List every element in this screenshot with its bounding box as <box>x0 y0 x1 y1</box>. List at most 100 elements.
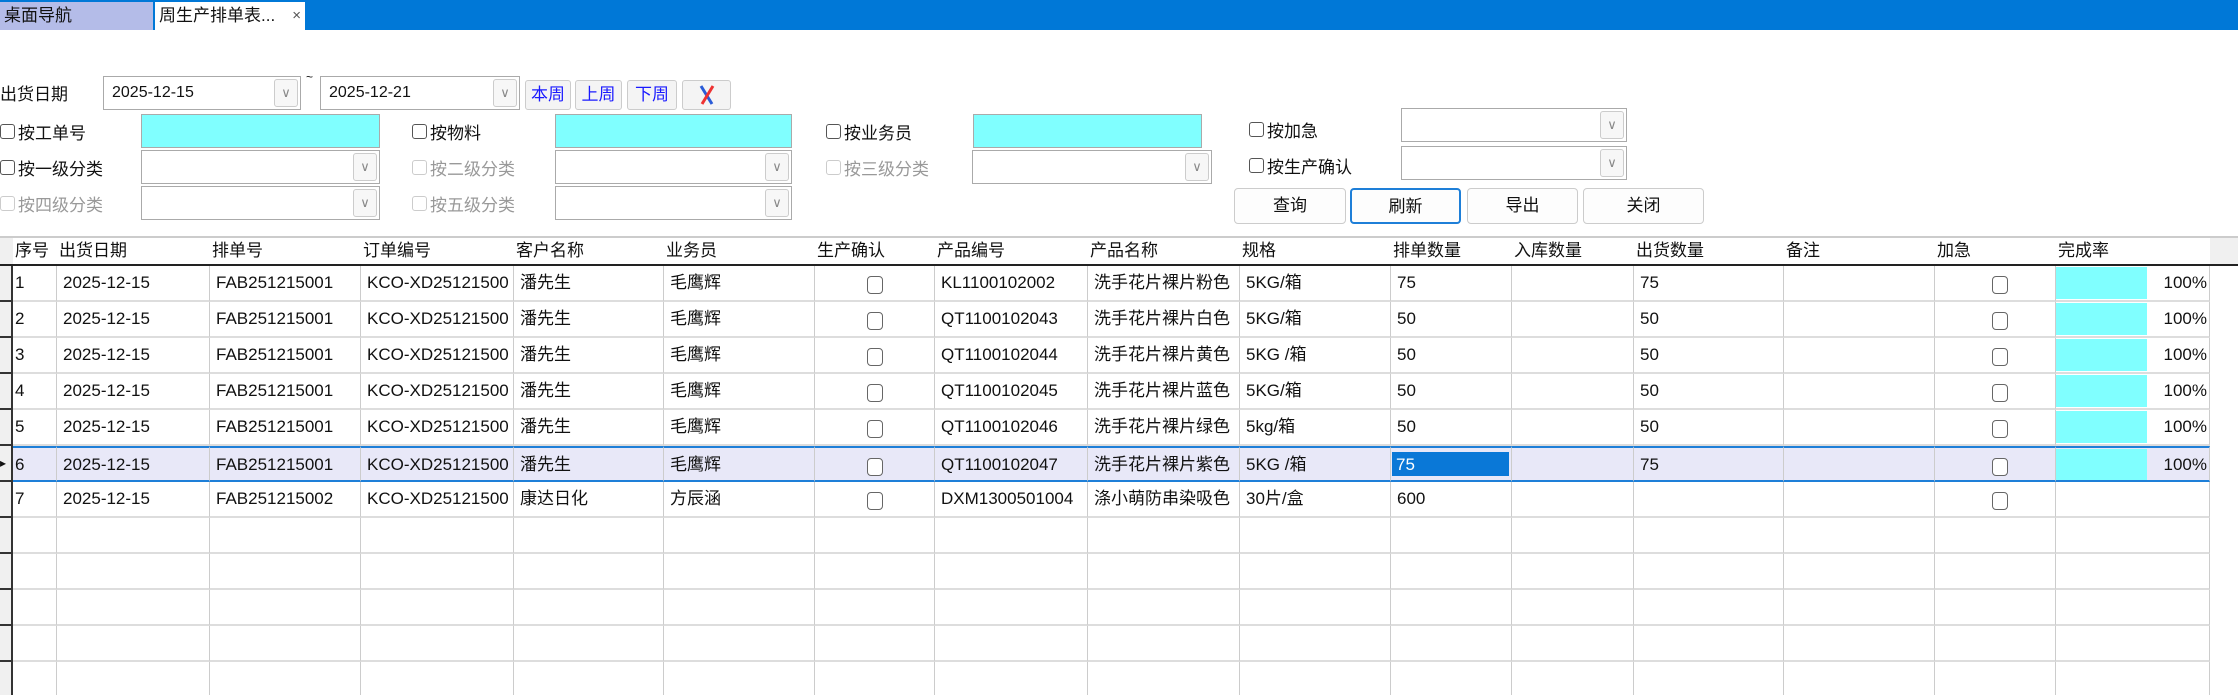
query-button[interactable]: 查询 <box>1234 188 1346 224</box>
date-to-picker[interactable]: 2025-12-21 ∨ <box>320 76 520 110</box>
row-header[interactable]: ▸ <box>0 446 13 482</box>
cell-urgent[interactable] <box>1935 266 2056 302</box>
column-header-prod-confirm[interactable]: 生产确认 <box>815 238 935 266</box>
close-button[interactable]: 关闭 <box>1583 188 1704 224</box>
column-header-inbound-qty[interactable]: 入库数量 <box>1512 238 1634 266</box>
by-material-checkbox[interactable]: 按物料 <box>412 116 481 146</box>
row-header[interactable] <box>0 482 13 518</box>
cell-urgent[interactable] <box>1935 338 2056 374</box>
table-row[interactable]: 1 2025-12-15 FAB251215001 KCO-XD25121500 潘先生… <box>0 266 2238 302</box>
column-header-product-code[interactable]: 产品编号 <box>935 238 1088 266</box>
urgent-checkbox[interactable] <box>1992 420 2008 438</box>
cell-prod-confirm[interactable] <box>815 518 935 554</box>
chevron-down-icon[interactable]: ∨ <box>353 153 377 181</box>
urgent-checkbox[interactable] <box>1992 312 2008 330</box>
cell-prod-confirm[interactable] <box>815 446 935 482</box>
cat3-select[interactable]: ∨ <box>972 150 1212 184</box>
chevron-down-icon[interactable]: ∨ <box>1185 153 1209 181</box>
table-row[interactable]: 7 2025-12-15 FAB251215002 KCO-XD25121500 康达日… <box>0 482 2238 518</box>
column-header-urgent[interactable]: 加急 <box>1935 238 2056 266</box>
next-week-button[interactable]: 下周 <box>627 80 677 110</box>
close-icon[interactable]: × <box>292 7 301 24</box>
table-row[interactable] <box>0 662 2238 695</box>
export-button[interactable]: 导出 <box>1467 188 1578 224</box>
prod-confirm-checkbox[interactable] <box>867 458 883 476</box>
refresh-button[interactable]: 刷新 <box>1350 188 1461 224</box>
column-header-ship-qty[interactable]: 出货数量 <box>1634 238 1784 266</box>
column-header-ship-date[interactable]: 出货日期 <box>57 238 210 266</box>
column-header-order-no[interactable]: 订单编号 <box>361 238 514 266</box>
urgent-select[interactable]: ∨ <box>1401 108 1627 142</box>
urgent-checkbox[interactable] <box>1992 276 2008 294</box>
chevron-down-icon[interactable]: ∨ <box>1600 149 1624 177</box>
cell-urgent[interactable] <box>1935 554 2056 590</box>
cell-prod-confirm[interactable] <box>815 302 935 338</box>
prod-confirm-checkbox[interactable] <box>867 420 883 438</box>
table-row[interactable]: 2 2025-12-15 FAB251215001 KCO-XD25121500 潘先生… <box>0 302 2238 338</box>
column-header-product-name[interactable]: 产品名称 <box>1088 238 1240 266</box>
chevron-down-icon[interactable]: ∨ <box>493 79 517 107</box>
prod-confirm-checkbox[interactable] <box>867 492 883 510</box>
schedule-grid[interactable]: 序号 出货日期 排单号 订单编号 客户名称 业务员 生产确认 产品编号 产品名称 规格 排单数量 入库… <box>0 236 2238 695</box>
cell-urgent[interactable] <box>1935 518 2056 554</box>
prod-confirm-checkbox[interactable] <box>867 384 883 402</box>
row-header[interactable] <box>0 590 13 626</box>
chevron-down-icon[interactable]: ∨ <box>1600 111 1624 139</box>
column-header-customer[interactable]: 客户名称 <box>514 238 664 266</box>
tab-desktop-nav[interactable]: 桌面导航 <box>0 2 153 30</box>
cell-prod-confirm[interactable] <box>815 266 935 302</box>
urgent-checkbox[interactable] <box>1992 384 2008 402</box>
cell-prod-confirm[interactable] <box>815 374 935 410</box>
cell-urgent[interactable] <box>1935 590 2056 626</box>
column-header-remark[interactable]: 备注 <box>1784 238 1935 266</box>
row-header[interactable] <box>0 338 13 374</box>
cell-prod-confirm[interactable] <box>815 662 935 695</box>
column-header-schedule-qty[interactable]: 排单数量 <box>1391 238 1512 266</box>
cat2-select[interactable]: ∨ <box>555 150 792 184</box>
column-header-schedule-no[interactable]: 排单号 <box>210 238 361 266</box>
cell-urgent[interactable] <box>1935 374 2056 410</box>
cat4-select[interactable]: ∨ <box>141 186 380 220</box>
row-header[interactable] <box>0 266 13 302</box>
salesman-input[interactable] <box>973 114 1202 148</box>
column-header-completion[interactable]: 完成率 <box>2056 238 2210 266</box>
cell-prod-confirm[interactable] <box>815 410 935 446</box>
table-row[interactable] <box>0 554 2238 590</box>
chevron-down-icon[interactable]: ∨ <box>765 153 789 181</box>
date-from-picker[interactable]: 2025-12-15 ∨ <box>103 76 301 110</box>
cell-prod-confirm[interactable] <box>815 338 935 374</box>
urgent-checkbox[interactable] <box>1992 458 2008 476</box>
cell-urgent[interactable] <box>1935 410 2056 446</box>
column-header-seq[interactable]: 序号 <box>13 238 57 266</box>
chevron-down-icon[interactable]: ∨ <box>765 189 789 217</box>
chevron-down-icon[interactable]: ∨ <box>274 79 298 107</box>
table-row[interactable]: 4 2025-12-15 FAB251215001 KCO-XD25121500 潘先生… <box>0 374 2238 410</box>
cell-prod-confirm[interactable] <box>815 590 935 626</box>
cell-prod-confirm[interactable] <box>815 482 935 518</box>
cell-urgent[interactable] <box>1935 482 2056 518</box>
clear-button[interactable] <box>682 80 731 110</box>
column-header-salesman[interactable]: 业务员 <box>664 238 815 266</box>
row-header[interactable] <box>0 518 13 554</box>
cell-urgent[interactable] <box>1935 302 2056 338</box>
cat5-select[interactable]: ∨ <box>555 186 792 220</box>
by-salesman-checkbox[interactable]: 按业务员 <box>826 116 912 146</box>
row-header[interactable] <box>0 662 13 695</box>
row-header[interactable] <box>0 410 13 446</box>
cell-urgent[interactable] <box>1935 446 2056 482</box>
last-week-button[interactable]: 上周 <box>575 80 622 110</box>
by-cat1-checkbox[interactable]: 按一级分类 <box>0 152 103 182</box>
material-input[interactable] <box>555 114 792 148</box>
table-row[interactable] <box>0 626 2238 662</box>
row-header[interactable] <box>0 626 13 662</box>
work-order-input[interactable] <box>141 114 380 148</box>
urgent-checkbox[interactable] <box>1992 348 2008 366</box>
table-row[interactable]: ▸ 6 2025-12-15 FAB251215001 KCO-XD25121500 潘先… <box>0 446 2238 482</box>
by-work-order-checkbox[interactable]: 按工单号 <box>0 116 86 146</box>
table-row[interactable] <box>0 590 2238 626</box>
column-header-spec[interactable]: 规格 <box>1240 238 1391 266</box>
selected-cell-editor[interactable]: 75 <box>1392 452 1509 476</box>
prod-confirm-checkbox[interactable] <box>867 348 883 366</box>
cat1-select[interactable]: ∨ <box>141 150 380 184</box>
prod-confirm-checkbox[interactable] <box>867 276 883 294</box>
